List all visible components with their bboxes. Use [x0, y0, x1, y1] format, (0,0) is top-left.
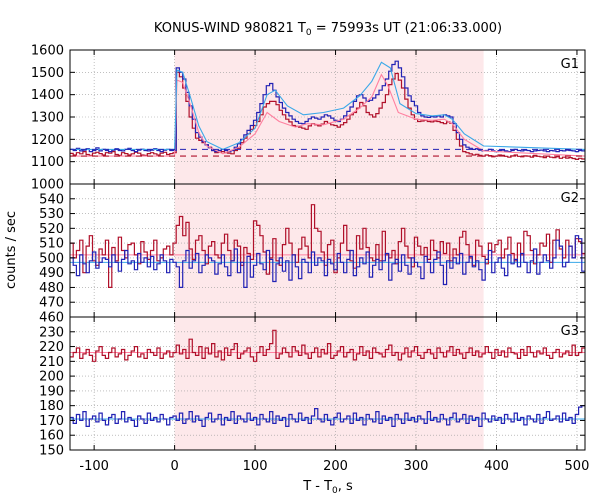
panel-g2-ytick-label: 470 [39, 296, 64, 311]
panel-g2-series [70, 204, 585, 288]
panel-g2-ytick-label: 490 [39, 266, 64, 281]
panel-g3-ytick-label: 220 [39, 340, 64, 355]
panel-g3-ytick-label: 180 [39, 399, 64, 414]
panel-g2-ytick-label: 500 [39, 251, 64, 266]
panel-g3-ytick-label: 210 [39, 355, 64, 370]
panel-g2-histogram-red [70, 204, 585, 288]
xtick-label: 300 [404, 459, 429, 474]
panel-g3-ytick-label: 170 [39, 414, 64, 429]
panel-g1-ytick-label: 1500 [31, 66, 64, 81]
panel-g3-ytick-label: 230 [39, 325, 64, 340]
xtick-label: 0 [170, 459, 178, 474]
panel-g1-model-pink [70, 73, 585, 157]
panel-g1-label: G1 [561, 57, 579, 72]
xtick-label: 200 [323, 459, 348, 474]
panel-g3-frame [69, 316, 586, 451]
panel-g3-histogram-red [70, 329, 585, 362]
panel-g3-ytick-label: 190 [39, 384, 64, 399]
chart-title: KONUS-WIND 980821 T0 = 75993s UT (21:06:… [154, 21, 502, 38]
panel-g3-histogram-blue [70, 405, 585, 427]
panel-g1-model-cyan [70, 61, 585, 151]
xtick-label: -100 [79, 459, 109, 474]
panel-g1-ytick-label: 1100 [31, 155, 64, 170]
panel-g3-ytick-label: 200 [39, 370, 64, 385]
y-axis-label: counts / sec [4, 211, 19, 289]
xtick-label: 100 [243, 459, 268, 474]
panel-g1-ytick-label: 1300 [31, 111, 64, 126]
panel-g3-ytick-label: 160 [39, 429, 64, 444]
panel-g2-label: G2 [561, 191, 579, 206]
panel-g3-label: G3 [561, 324, 579, 339]
panel-g2-histogram-blue [70, 235, 585, 288]
panel-g1-series [70, 60, 585, 160]
panel-g2-ytick-label: 520 [39, 222, 64, 237]
panel-g1-ytick-label: 1000 [31, 178, 64, 193]
panel-g3-series [70, 329, 585, 427]
panel-g2-ytick-label: 540 [39, 192, 64, 207]
panel-g3-ytick-label: 150 [39, 444, 64, 459]
panel-g1-histogram-blue [70, 60, 585, 153]
x-axis-label: T - T0, s [302, 479, 353, 496]
panel-g1-ytick-label: 1400 [31, 88, 64, 103]
panel-g1-ytick-label: 1600 [31, 44, 64, 59]
panel-g2-ytick-label: 460 [39, 311, 64, 326]
panel-g2-ytick-label: 480 [39, 281, 64, 296]
panel-g2-ytick-label: 530 [39, 207, 64, 222]
panel-g2-ytick-label: 510 [39, 237, 64, 252]
panel-g1-ytick-label: 1200 [31, 133, 64, 148]
xtick-label: 400 [484, 459, 509, 474]
xtick-label: 500 [565, 459, 590, 474]
